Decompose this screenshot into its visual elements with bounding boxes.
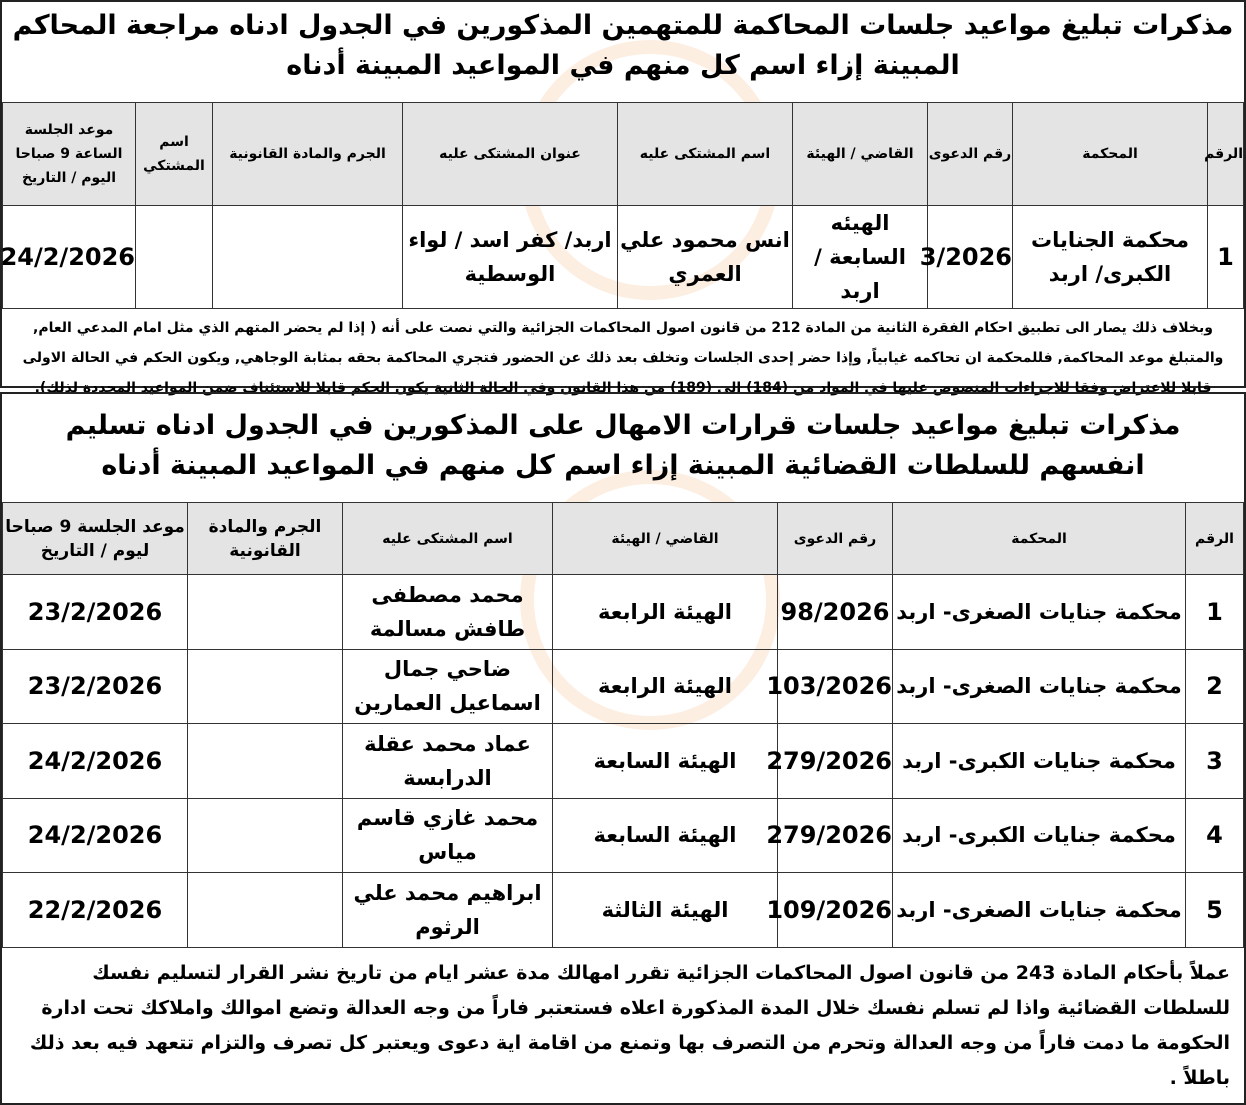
row-court: محكمة جنايات الصغرى- اربد [892,648,1186,724]
header-plaintiff: اسم المشتكي [135,102,213,206]
row-number: 5 [1185,872,1244,948]
header-number: الرقم [1185,502,1244,575]
row-number: 3 [1185,723,1244,799]
row-date: 24/2/2026 [2,797,188,873]
surrender-table: الرقم المحكمة رقم الدعوى القاضي / الهيئة… [2,502,1244,948]
row-date: 24/2/2026 [2,723,188,799]
row-crime-redacted [187,872,343,948]
header-court: المحكمة [892,502,1186,575]
row-date: 24/2/2026 [1,205,136,309]
header-defendant: اسم المشتكى عليه [342,502,553,575]
table-row: 2 محكمة جنايات الصغرى- اربد 103/2026 الهيئة… [2,648,1244,724]
row-number: 2 [1185,648,1244,724]
row-number: 1 [1185,574,1244,650]
row-crime-redacted [187,648,343,724]
row-defendant: محمد مصطفى طافش مسالمة [342,574,553,650]
header-date: موعد الجلسة الساعة 9 صباحا اليوم / التار… [2,102,136,206]
row-date: 22/2/2026 [2,872,188,948]
header-address: عنوان المشتكى عليه [402,102,618,206]
trial-table: الرقم المحكمة رقم الدعوى القاضي / الهيئة… [1,102,1244,309]
header-date: موعد الجلسة 9 صباحا ليوم / التاريخ [2,502,188,575]
row-judge: الهيئة الرابعة [552,648,778,724]
table-row: 1 محكمة جنايات الصغرى- اربد 98/2026 الهيئة … [2,574,1244,650]
row-judge: الهيئة السابعة [552,723,778,799]
row-case: 279/2026 [766,797,893,873]
header-court: المحكمة [1012,102,1208,206]
header-case: رقم الدعوى [777,502,893,575]
row-defendant: عماد محمد عقلة الدرابسة [342,723,553,799]
table-row: 3 محكمة جنايات الكبرى- اربد 279/2026 الهيئة… [2,723,1244,799]
row-judge: الهيئه السابعة / اربد [792,205,928,309]
row-judge: الهيئة السابعة [552,797,778,873]
row-defendant: محمد غازي قاسم مياس [342,797,553,873]
row-address: اربد/ كفر اسد / لواء الوسطية [402,205,618,309]
row-case: 279/2026 [766,723,893,799]
header-crime: الجرم والمادة القانونية [212,102,403,206]
row-crime-redacted [187,723,343,799]
row-date: 23/2/2026 [2,648,188,724]
row-case: 103/2026 [766,648,893,724]
row-crime-redacted [187,574,343,650]
row-date: 23/2/2026 [2,574,188,650]
row-court: محكمة جنايات الصغرى- اربد [892,574,1186,650]
row-number: 4 [1185,797,1244,873]
header-case: رقم الدعوى [927,102,1013,206]
row-crime-redacted [212,205,403,309]
row-defendant: انس محمود علي العمري [617,205,793,309]
row-case: 109/2026 [766,872,893,948]
table-row: 5 محكمة جنايات الصغرى- اربد 109/2026 الهيئة… [2,872,1244,948]
header-judge: القاضي / الهيئة [792,102,928,206]
section2-title: مذكرات تبليغ مواعيد جلسات قرارات الامهال… [65,410,1181,481]
row-plaintiff [135,205,213,309]
row-court: محكمة جنايات الكبرى- اربد [892,723,1186,799]
table-row: 1 محكمة الجنايات الكبرى/ اربد 3/2026 اله… [1,205,1244,309]
row-crime-redacted [187,797,343,873]
header-crime: الجرم والمادة القانونية [187,502,343,575]
row-case: 98/2026 [777,574,893,650]
row-court: محكمة الجنايات الكبرى/ اربد [1012,205,1208,309]
row-case: 3/2026 [920,205,1013,309]
row-court: محكمة جنايات الصغرى- اربد [892,872,1186,948]
section-trial-notices: مذكرات تبليغ مواعيد جلسات المحاكمة للمته… [0,0,1246,396]
section1-title: مذكرات تبليغ مواعيد جلسات المحاكمة للمته… [12,10,1234,81]
row-court: محكمة جنايات الكبرى- اربد [892,797,1186,873]
table-row: 4 محكمة جنايات الكبرى- اربد 279/2026 الهيئة… [2,797,1244,873]
row-defendant: ابراهيم محمد علي الرثوم [342,872,553,948]
section-surrender-notices: مذكرات تبليغ مواعيد جلسات قرارات الامهال… [0,392,1246,1105]
header-number: الرقم [1204,102,1244,206]
header-judge: القاضي / الهيئة [552,502,778,575]
row-number: 1 [1207,205,1244,309]
section2-note: عملاً بأحكام المادة 243 من قانون اصول ال… [29,961,1230,1089]
row-judge: الهيئة الثالثة [552,872,778,948]
row-judge: الهيئة الرابعة [552,574,778,650]
header-defendant: اسم المشتكى عليه [617,102,793,206]
row-defendant: ضاحي جمال اسماعيل العمارين [342,648,553,724]
